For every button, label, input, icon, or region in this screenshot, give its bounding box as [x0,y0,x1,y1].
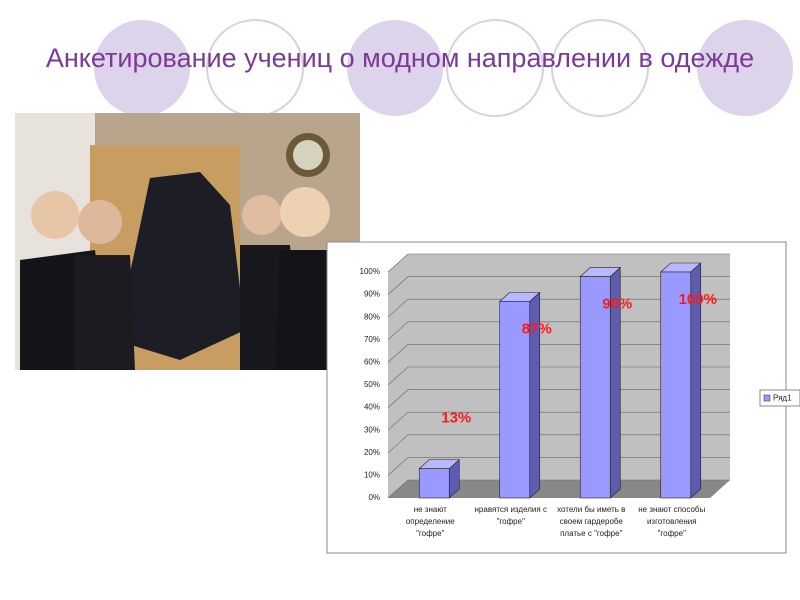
y-tick-label: 100% [360,267,380,276]
legend [759,389,800,407]
slide-title: Анкетирование учениц о модном направлени… [45,43,755,73]
plot-floor [388,480,730,498]
y-tick-label: 60% [364,358,380,367]
grid-line [387,276,730,295]
grid-line [387,253,730,273]
grid-line [387,321,730,341]
plot: 0% 10% 20% 30% 40% 50% 60% 70% 80% 90% 100% 13% 87% 9… [360,253,730,502]
decoration [94,19,793,117]
photo [15,113,360,370]
y-tick-label: 70% [364,335,380,344]
value-label: 87% [522,320,552,337]
y-tick-label: 10% [364,471,380,480]
grid-line [387,457,730,476]
y-tick-label: 50% [364,380,380,389]
grid-line [387,366,730,386]
y-tick-label: 80% [364,312,380,321]
x-tick-label: нравятся изделия с "гофре" [474,505,547,526]
grid-line [387,434,730,454]
grid-line [387,344,730,363]
grid-line [387,298,730,318]
grid-line [387,411,730,431]
y-tick-label: 30% [364,425,380,434]
value-label: 98% [602,295,632,312]
y-tick-label: 0% [368,493,380,502]
y-tick-label: 20% [364,448,380,457]
y-tick-label: 90% [364,290,380,299]
grid-line [387,479,730,499]
legend-swatch [763,394,771,402]
bar [499,301,531,499]
legend-label: Ряд1 [773,394,792,403]
bar [660,271,692,499]
grid-line [387,389,730,408]
y-tick-label: 40% [364,403,380,412]
x-tick-label: хотели бы иметь в своем гардеробе платье… [557,505,626,538]
x-tick-label: не знают способы изготовления "гофре" [638,505,706,538]
bar [579,276,611,499]
plot-wall [388,254,730,498]
value-label: 13% [441,410,471,427]
bar [418,468,450,499]
x-tick-label: не знают определение "гофре" [405,505,455,538]
value-label: 100% [679,291,717,308]
